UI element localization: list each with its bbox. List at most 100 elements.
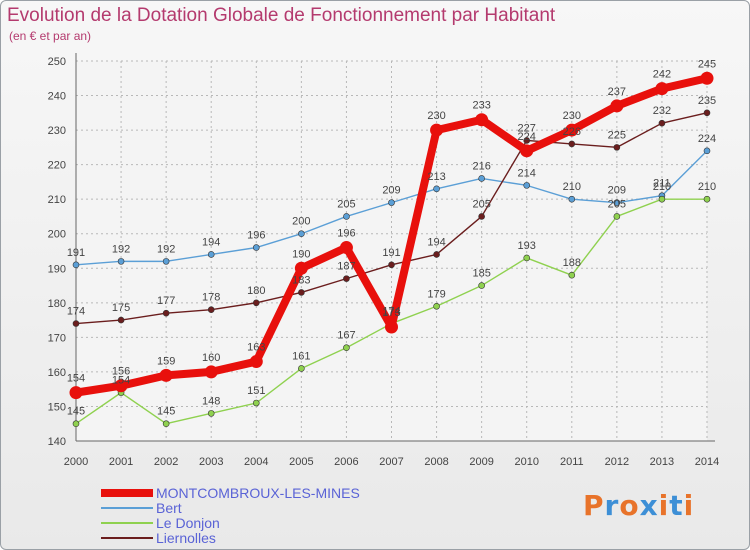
- x-tick-label: 2000: [64, 456, 88, 468]
- y-tick-label: 190: [48, 263, 66, 275]
- data-point: [703, 195, 711, 203]
- data-label: 178: [202, 292, 220, 304]
- data-point: [252, 244, 260, 251]
- data-label: 242: [653, 69, 671, 81]
- y-tick-label: 150: [48, 401, 66, 413]
- data-point: [523, 254, 531, 262]
- x-tick-label: 2008: [424, 456, 448, 468]
- data-point: [523, 182, 531, 189]
- legend-label: Bert: [156, 500, 182, 516]
- data-label: 190: [292, 248, 310, 260]
- y-tick-label: 220: [48, 160, 66, 172]
- x-tick-label: 2013: [650, 456, 674, 468]
- y-tick-label: 230: [48, 125, 66, 137]
- data-point: [117, 316, 125, 324]
- data-label: 161: [292, 350, 310, 362]
- data-label: 175: [112, 302, 130, 314]
- data-point: [294, 261, 308, 275]
- data-label: 232: [653, 105, 671, 117]
- data-label: 211: [653, 178, 671, 190]
- y-tick-label: 240: [48, 91, 66, 103]
- data-point: [475, 113, 489, 127]
- data-point: [433, 302, 440, 310]
- data-point: [388, 199, 395, 206]
- data-label: 205: [337, 198, 355, 210]
- data-label: 224: [698, 133, 716, 145]
- data-label: 185: [472, 268, 490, 280]
- data-point: [658, 119, 666, 127]
- data-label: 194: [427, 236, 445, 248]
- data-label: 216: [472, 160, 490, 172]
- data-point: [159, 368, 173, 382]
- data-point: [298, 289, 305, 296]
- x-tick-label: 2004: [244, 456, 268, 468]
- y-tick-label: 250: [48, 56, 66, 68]
- data-point: [72, 261, 80, 269]
- data-point: [703, 109, 711, 117]
- data-label: 145: [67, 406, 85, 418]
- data-point: [343, 344, 350, 352]
- data-label: 205: [472, 198, 490, 210]
- chart-subtitle: (en € et par an): [9, 29, 92, 43]
- data-label: 156: [112, 366, 130, 378]
- data-label: 174: [67, 306, 85, 318]
- data-label: 227: [518, 122, 536, 134]
- data-label: 230: [427, 110, 445, 122]
- data-label: 151: [247, 385, 265, 397]
- data-label: 179: [427, 288, 445, 300]
- x-tick-label: 2005: [289, 456, 313, 468]
- data-point: [478, 175, 485, 182]
- data-point: [520, 144, 534, 158]
- data-point: [613, 144, 621, 151]
- x-tick-label: 2001: [109, 456, 133, 468]
- data-label: 163: [247, 342, 265, 354]
- data-label: 214: [518, 167, 536, 179]
- x-tick-label: 2006: [334, 456, 358, 468]
- data-point: [658, 195, 666, 203]
- data-label: 245: [698, 58, 716, 70]
- data-point: [249, 355, 263, 369]
- data-point: [613, 199, 621, 206]
- data-point: [568, 195, 576, 203]
- data-label: 159: [157, 355, 175, 367]
- data-point: [388, 261, 395, 269]
- legend-label: Le Donjon: [156, 515, 220, 531]
- logo-letter: x: [639, 489, 659, 522]
- data-point: [703, 147, 711, 155]
- data-point: [430, 123, 444, 137]
- data-label: 160: [202, 352, 220, 364]
- x-tick-label: 2003: [199, 456, 223, 468]
- data-point: [700, 71, 714, 85]
- y-tick-label: 140: [48, 436, 66, 448]
- data-point: [72, 420, 80, 428]
- x-tick-label: 2007: [379, 456, 403, 468]
- logo-letter: t: [669, 489, 684, 522]
- data-point: [72, 320, 80, 327]
- x-tick-label: 2014: [695, 456, 719, 468]
- legend-label: Liernolles: [156, 530, 216, 546]
- data-point: [69, 386, 83, 400]
- data-point: [565, 123, 579, 137]
- data-point: [162, 258, 170, 265]
- data-point: [298, 365, 305, 372]
- data-point: [433, 185, 440, 193]
- data-point: [207, 251, 215, 258]
- data-label: 154: [67, 373, 85, 385]
- data-point: [478, 282, 485, 289]
- logo-letter: o: [619, 489, 640, 522]
- data-label: 224: [518, 131, 536, 143]
- data-point: [114, 379, 128, 393]
- data-point: [204, 365, 218, 379]
- data-label: 192: [112, 243, 130, 255]
- data-label: 193: [518, 240, 536, 252]
- legend-swatch: [101, 489, 153, 497]
- y-tick-label: 180: [48, 298, 66, 310]
- data-point: [433, 251, 440, 258]
- x-tick-label: 2009: [469, 456, 493, 468]
- data-point: [568, 271, 576, 279]
- data-label: 167: [337, 330, 355, 342]
- x-tick-label: 2002: [154, 456, 178, 468]
- data-point: [207, 410, 215, 417]
